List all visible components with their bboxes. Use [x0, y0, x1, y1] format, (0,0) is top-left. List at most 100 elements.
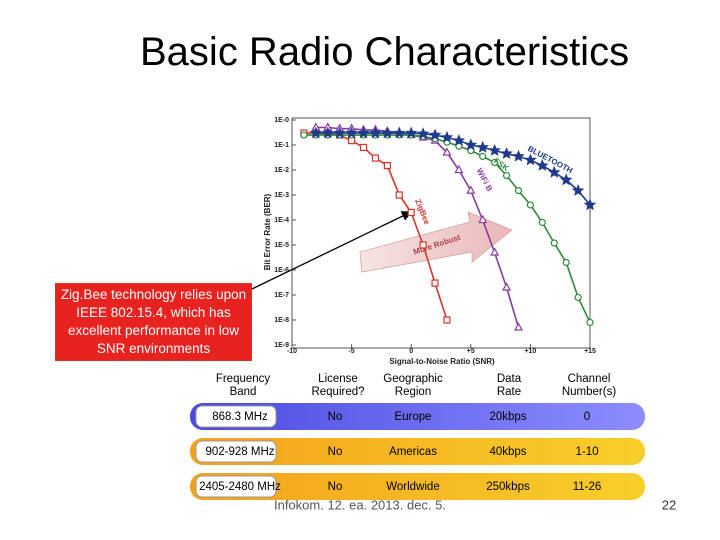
table-cell: 11-26 [573, 481, 602, 493]
y-axis-label: Bit Error Rate (BER) [263, 193, 272, 270]
data-point [369, 126, 382, 139]
table-cell: 20kbps [489, 411, 526, 423]
table-cell: Worldwide [386, 481, 439, 493]
data-point [466, 185, 476, 194]
y-tick-label: 1E-9 [274, 342, 289, 349]
band-cell [195, 475, 277, 498]
table-header: Frequency Band [215, 373, 271, 398]
x-axis-label: Signal-to-Noise Ratio (SNR) [389, 357, 495, 366]
y-tick-label: 1E-4 [274, 217, 289, 224]
data-point [526, 201, 535, 209]
table-cell: No [328, 446, 343, 458]
data-point [443, 316, 451, 324]
table-cell: 902-928 MHz [205, 446, 274, 458]
data-point [559, 173, 573, 186]
data-point [586, 318, 594, 327]
data-point [513, 322, 523, 331]
x-tick-label: -5 [348, 348, 354, 355]
data-point [381, 126, 394, 139]
data-point [431, 279, 439, 287]
footer: Infokom. 12. ea. 2013. dec. 5. [274, 497, 446, 512]
table-cell: 250kbps [486, 481, 530, 493]
y-tick-label: 1E-6 [274, 267, 289, 274]
data-point [502, 282, 512, 291]
callout-arrow [251, 211, 413, 290]
data-point [309, 126, 323, 139]
data-point [550, 239, 558, 247]
table-row-bar [190, 473, 645, 500]
table-header: Data Rate [496, 373, 522, 398]
data-point [407, 208, 415, 217]
y-tick-label: 1E-1 [274, 142, 289, 149]
data-point [419, 241, 427, 249]
data-point [393, 126, 406, 139]
data-point [395, 191, 403, 199]
page-number: 22 [662, 497, 676, 512]
table-header: Geographic Region [383, 373, 443, 398]
data-point [333, 126, 346, 139]
data-point [357, 126, 370, 139]
data-point [538, 218, 546, 227]
data-point [371, 154, 380, 162]
data-point [464, 138, 478, 151]
table-row-bar [190, 403, 645, 430]
data-point [524, 153, 537, 166]
data-point [442, 147, 452, 156]
data-point [479, 152, 487, 160]
table-cell: 0 [584, 411, 590, 423]
data-point [500, 147, 513, 159]
data-point [476, 140, 489, 153]
data-point [488, 143, 501, 156]
x-tick-label: 0 [409, 348, 413, 355]
data-point [383, 161, 391, 170]
y-tick-label: 1E-2 [274, 167, 289, 174]
data-point [359, 143, 368, 152]
data-point [548, 165, 561, 178]
data-point [454, 164, 464, 174]
data-point [536, 159, 549, 171]
slide-title: Basic Radio Characteristics [140, 30, 630, 74]
data-point [490, 247, 500, 256]
data-point [440, 130, 454, 143]
table-cell: 1-10 [575, 446, 598, 458]
data-point [583, 198, 597, 211]
table-header: Channel Number(s) [561, 373, 617, 398]
data-point [452, 134, 466, 146]
data-point [404, 126, 418, 139]
y-tick-label: 1E-7 [274, 292, 289, 299]
data-point [574, 293, 582, 302]
data-point [300, 131, 308, 139]
data-point [416, 127, 430, 140]
data-point [571, 184, 585, 196]
table-cell: 40kbps [489, 446, 526, 458]
data-point [321, 126, 334, 139]
y-tick-label: 1E-0 [274, 117, 289, 124]
band-cell [195, 405, 277, 428]
callout: Zig.Bee technology relies upon IEEE 802.… [55, 283, 252, 361]
data-point [345, 126, 358, 139]
table-cell: Americas [389, 446, 437, 458]
y-tick-label: 1E-3 [274, 192, 289, 199]
x-tick-label: +5 [467, 348, 475, 355]
data-point [512, 149, 525, 162]
x-tick-label: +15 [584, 348, 596, 355]
data-point [562, 258, 570, 267]
data-point [514, 186, 523, 195]
table-cell: 2405-2480 MHz [199, 481, 281, 493]
data-point [502, 171, 511, 180]
y-tick-label: 1E-5 [274, 242, 289, 249]
table-cell: 868.3 MHz [212, 411, 268, 423]
data-point [478, 214, 488, 224]
table-row-bar [190, 438, 645, 465]
x-tick-label: -10 [287, 348, 297, 355]
table-header: License Required? [311, 373, 365, 398]
table-cell: No [328, 481, 343, 493]
x-tick-label: +10 [524, 348, 536, 355]
band-cell [195, 440, 277, 463]
data-point [428, 128, 442, 141]
table-cell: Europe [394, 411, 431, 423]
y-tick-label: 1E-8 [274, 317, 289, 324]
data-point [491, 158, 499, 167]
